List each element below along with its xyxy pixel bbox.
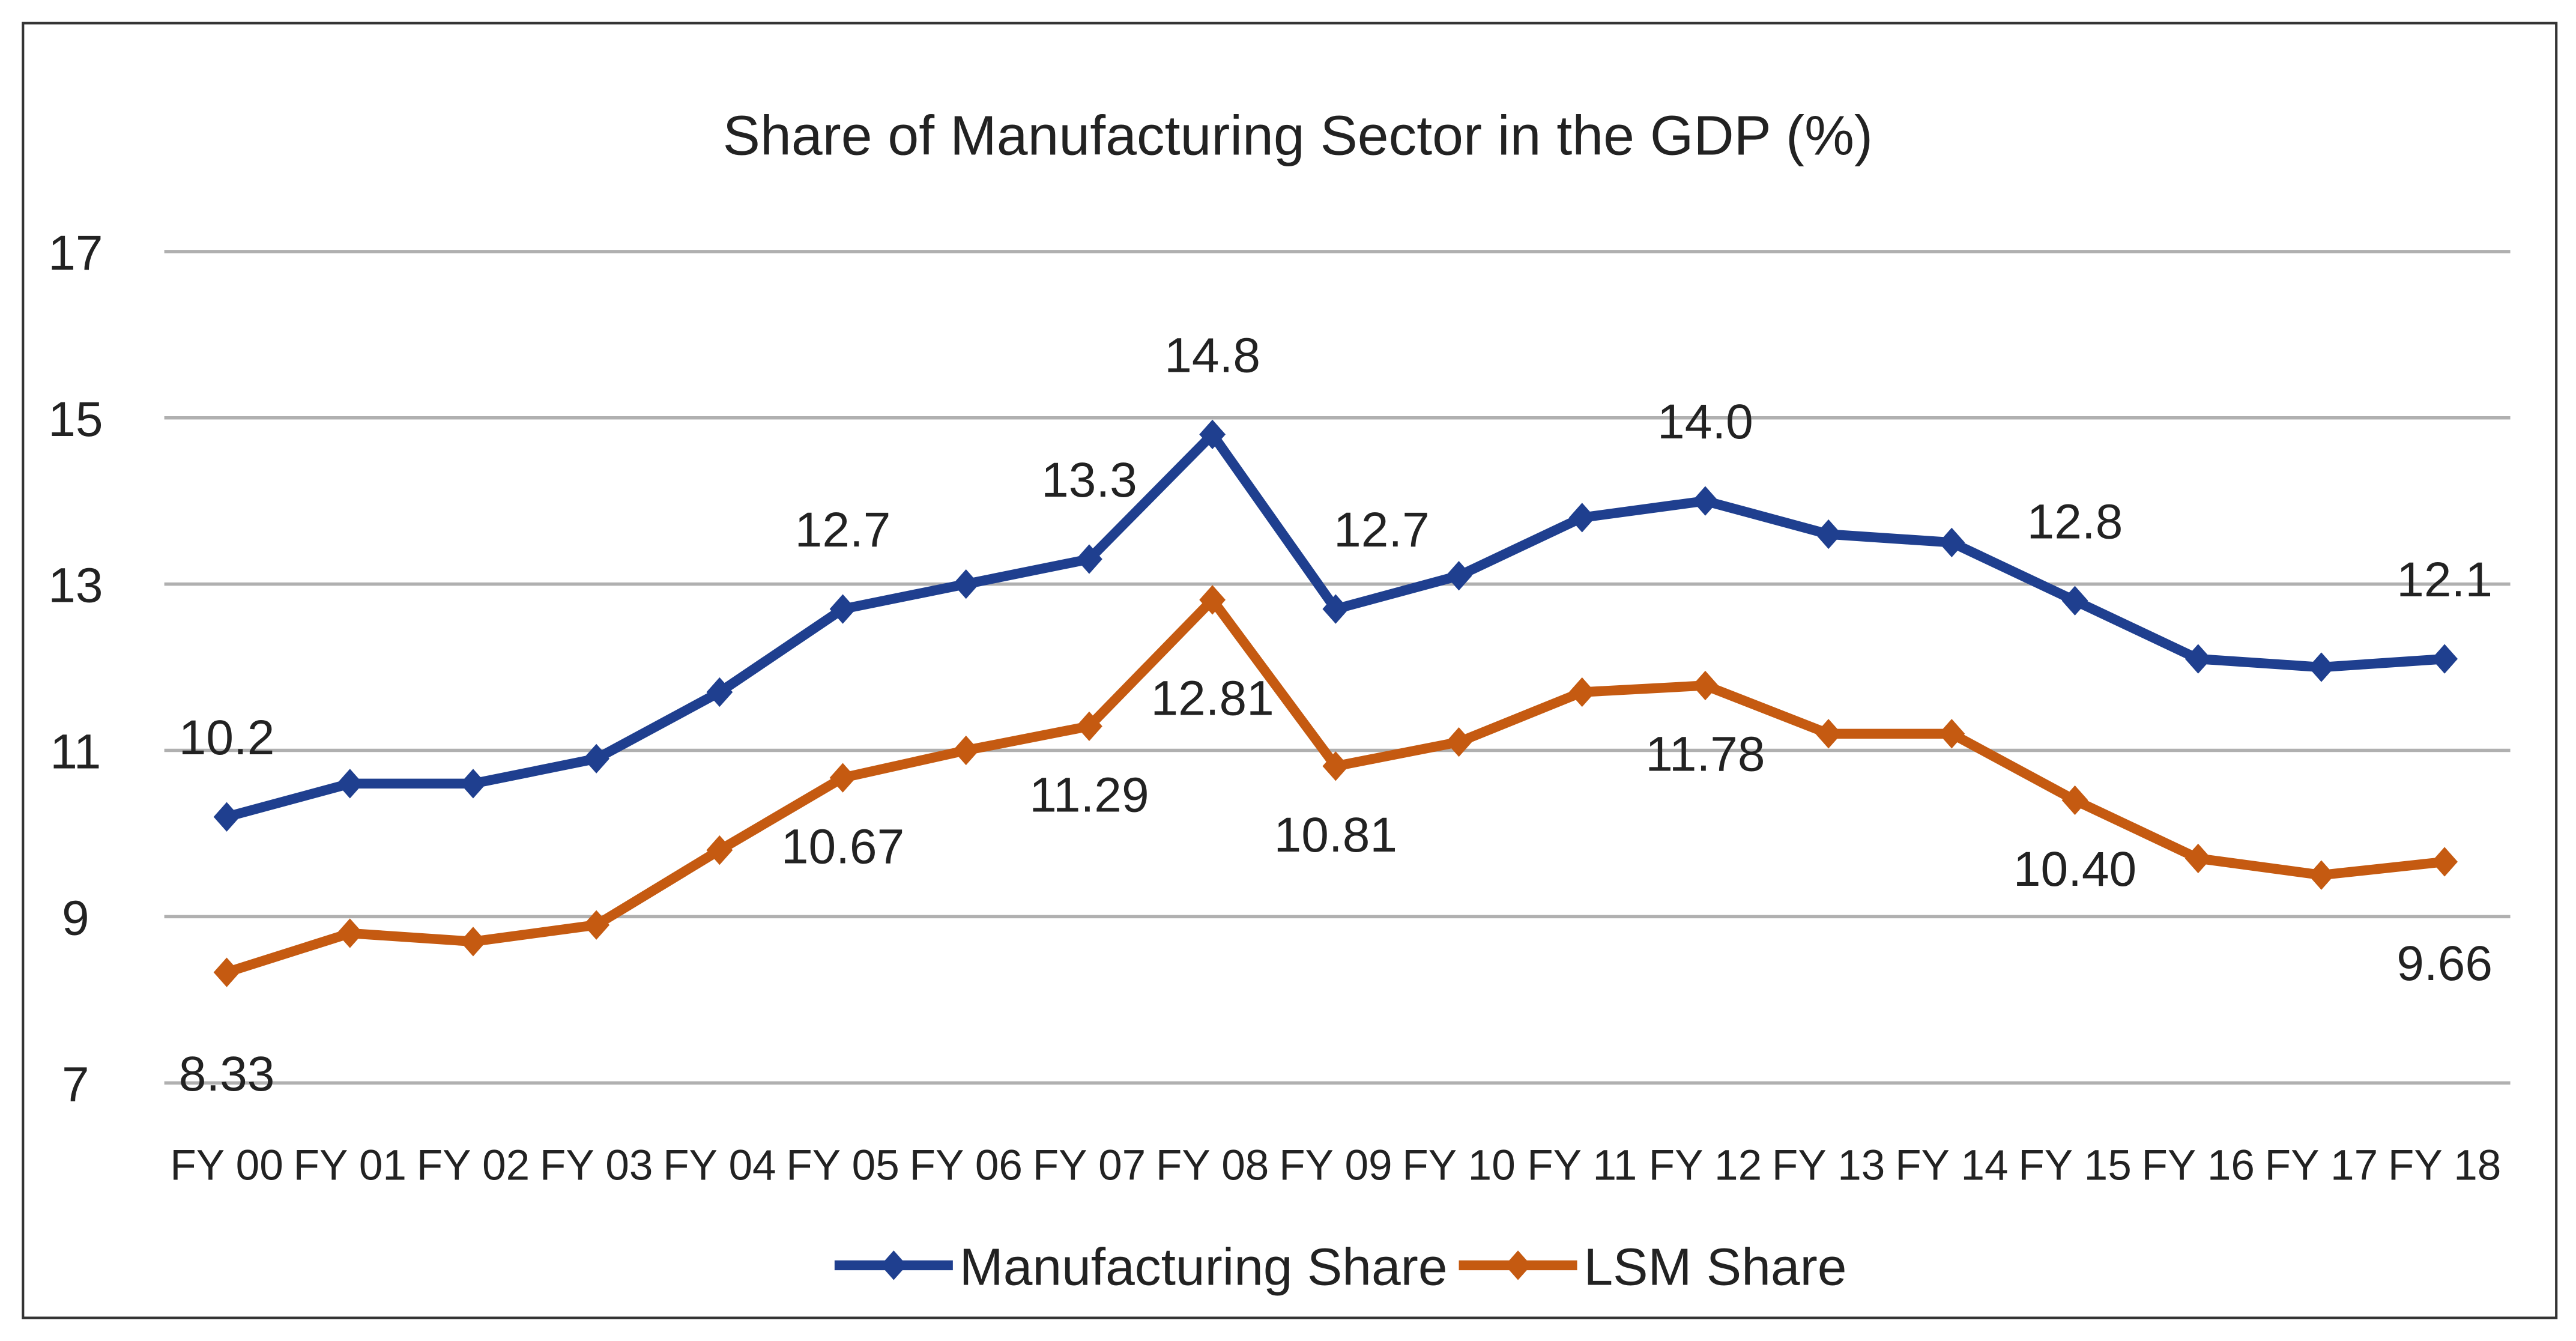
- y-tick-label: 7: [62, 1057, 89, 1112]
- y-tick-label: 11: [50, 725, 101, 779]
- data-label: 8.33: [179, 1047, 275, 1101]
- data-label: 14.8: [1164, 328, 1260, 383]
- data-point: [829, 763, 856, 793]
- data-point: [583, 743, 610, 773]
- data-point: [2184, 644, 2212, 674]
- data-point: [1568, 503, 1595, 533]
- data-point: [583, 910, 610, 940]
- data-point: [2061, 586, 2088, 616]
- data-label: 14.0: [1657, 395, 1753, 449]
- data-label: 12.81: [1150, 671, 1274, 725]
- data-label: 12.1: [2396, 552, 2493, 607]
- data-point: [1568, 677, 1595, 707]
- data-point: [829, 594, 856, 624]
- x-tick-label: FY 14: [1895, 1142, 2008, 1190]
- data-label: 9.66: [2396, 936, 2493, 991]
- chart-border: [22, 22, 2558, 1319]
- data-point: [1815, 719, 1842, 749]
- data-point: [1076, 711, 1102, 741]
- data-point: [1445, 727, 1472, 757]
- x-tick-label: FY 09: [1279, 1142, 1392, 1190]
- data-point: [213, 802, 240, 832]
- x-tick-label: FY 17: [2265, 1142, 2378, 1190]
- data-point: [2308, 652, 2335, 682]
- data-label: 12.8: [2027, 494, 2123, 549]
- y-tick-label: 15: [48, 392, 103, 447]
- x-tick-label: FY 07: [1033, 1142, 1146, 1190]
- data-label: 10.2: [179, 710, 275, 765]
- x-tick-label: FY 15: [2018, 1142, 2131, 1190]
- data-point: [2431, 644, 2458, 674]
- x-tick-label: FY 01: [294, 1142, 407, 1190]
- data-label: 10.81: [1274, 808, 1397, 862]
- data-point: [213, 957, 240, 987]
- x-tick-label: FY 02: [417, 1142, 530, 1190]
- data-point: [952, 735, 979, 766]
- x-tick-label: FY 10: [1402, 1142, 1515, 1190]
- x-tick-label: FY 06: [910, 1142, 1023, 1190]
- x-tick-label: FY 12: [1649, 1142, 1762, 1190]
- chart-title: Share of Manufacturing Sector in the GDP…: [723, 104, 1873, 166]
- data-label: 12.7: [1334, 503, 1430, 557]
- data-point: [336, 918, 363, 948]
- legend-label: Manufacturing Share: [960, 1238, 1448, 1297]
- data-point: [1938, 527, 1965, 557]
- x-tick-label: FY 08: [1156, 1142, 1269, 1190]
- data-point: [1199, 585, 1226, 615]
- data-label: 11.29: [1029, 768, 1149, 823]
- data-label: 11.78: [1645, 727, 1765, 782]
- data-point: [2061, 785, 2088, 816]
- data-label: 13.3: [1041, 453, 1137, 507]
- data-point: [2431, 847, 2458, 877]
- data-point: [1076, 544, 1102, 574]
- data-point: [1815, 519, 1842, 549]
- y-tick-label: 9: [62, 891, 89, 945]
- x-tick-label: FY 04: [663, 1142, 776, 1190]
- y-tick-label: 13: [48, 558, 103, 613]
- data-point: [2184, 843, 2212, 874]
- x-tick-label: FY 03: [540, 1142, 653, 1190]
- data-label: 10.67: [781, 819, 904, 874]
- y-tick-label: 17: [48, 226, 103, 280]
- x-tick-label: FY 16: [2141, 1142, 2254, 1190]
- data-label: 12.7: [795, 503, 891, 557]
- data-point: [336, 769, 363, 799]
- data-point: [1692, 670, 1719, 701]
- data-label: 10.40: [2013, 842, 2136, 897]
- x-tick-label: FY 00: [170, 1142, 283, 1190]
- data-point: [1199, 419, 1226, 450]
- legend-label: LSM Share: [1583, 1238, 1846, 1297]
- x-tick-label: FY 11: [1527, 1142, 1637, 1190]
- x-tick-label: FY 13: [1772, 1142, 1885, 1190]
- x-tick-label: FY 05: [786, 1142, 899, 1190]
- data-point: [1938, 719, 1965, 749]
- data-point: [2308, 860, 2335, 890]
- x-tick-label: FY 18: [2388, 1142, 2501, 1190]
